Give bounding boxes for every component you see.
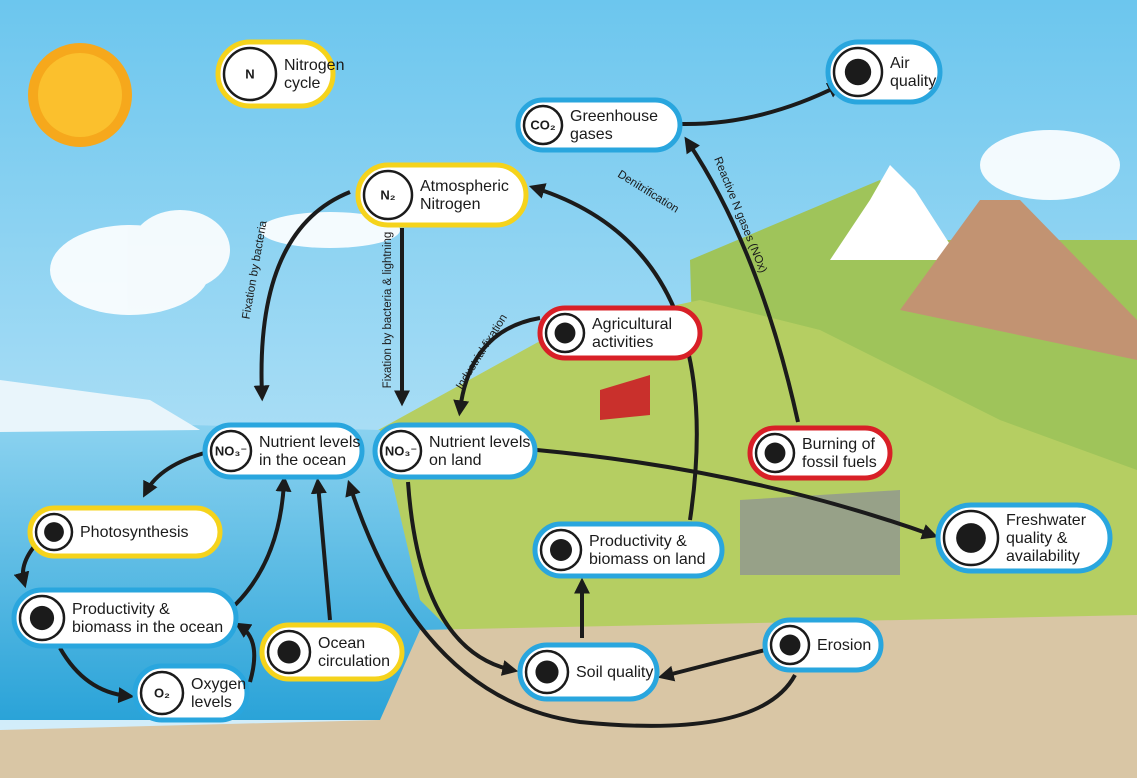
node-label: activities xyxy=(592,334,653,351)
icon-glyph xyxy=(765,443,786,464)
node-label: fossil fuels xyxy=(802,454,877,471)
node-label: quality & xyxy=(1006,530,1068,547)
node-label: in the ocean xyxy=(259,452,346,469)
node: Soil quality xyxy=(520,645,657,699)
node-label: cycle xyxy=(284,75,321,92)
node-label: Ocean xyxy=(318,635,365,652)
icon-text: O₂ xyxy=(154,685,170,700)
icon-text: N₂ xyxy=(380,187,395,202)
icon-glyph xyxy=(277,640,300,663)
icon-glyph xyxy=(555,323,576,344)
node-label: availability xyxy=(1006,548,1080,565)
node: Erosion xyxy=(765,620,881,670)
icon-glyph xyxy=(956,523,986,553)
edge-label: Fixation by bacteria & lightning xyxy=(382,232,394,389)
node-label: Photosynthesis xyxy=(80,524,189,541)
node-label: Atmospheric xyxy=(420,178,509,195)
node-label: Burning of xyxy=(802,436,875,453)
icon-text: CO₂ xyxy=(530,117,556,132)
node-label: Air xyxy=(890,55,910,72)
node-label: Nutrient levels xyxy=(259,434,360,451)
node-label: Nutrient levels xyxy=(429,434,530,451)
node-label: Nitrogen xyxy=(420,196,480,213)
icon-glyph xyxy=(30,606,54,630)
node-label: Productivity & xyxy=(589,533,687,550)
node-label: biomass in the ocean xyxy=(72,619,223,636)
node-label: gases xyxy=(570,126,613,143)
icon-text: NO₃⁻ xyxy=(385,443,417,458)
node-label: circulation xyxy=(318,653,390,670)
page: {"nodes": [ {"lines": ["Nitrogen", "cycl… xyxy=(0,0,1137,778)
node-label: Freshwater xyxy=(1006,512,1087,529)
sun xyxy=(28,43,132,147)
node-label: levels xyxy=(191,694,232,711)
icon-glyph xyxy=(535,660,558,683)
node-label: Oxygen xyxy=(191,676,246,693)
node-label: Productivity & xyxy=(72,601,170,618)
node: Productivity &biomass in the ocean xyxy=(14,590,236,646)
node-label: Greenhouse xyxy=(570,108,658,125)
node-label: Nitrogen xyxy=(284,57,344,74)
icon-glyph xyxy=(550,539,572,561)
city xyxy=(740,490,900,575)
icon-glyph xyxy=(44,522,64,542)
node-label: Erosion xyxy=(817,637,871,654)
node: Productivity &biomass on land xyxy=(535,524,722,576)
node-label: quality xyxy=(890,73,936,90)
icon-text: N xyxy=(245,66,254,81)
node: Photosynthesis xyxy=(30,508,220,556)
icon-glyph xyxy=(780,635,801,656)
node-label: Soil quality xyxy=(576,664,653,681)
node-label: on land xyxy=(429,452,482,469)
icon-glyph xyxy=(845,59,871,85)
node-label: Agricultural xyxy=(592,316,672,333)
icon-text: NO₃⁻ xyxy=(215,443,247,458)
node-label: biomass on land xyxy=(589,551,706,568)
diagram: NNitrogencycleAirqualityCO₂Greenhousegas… xyxy=(0,0,1137,778)
